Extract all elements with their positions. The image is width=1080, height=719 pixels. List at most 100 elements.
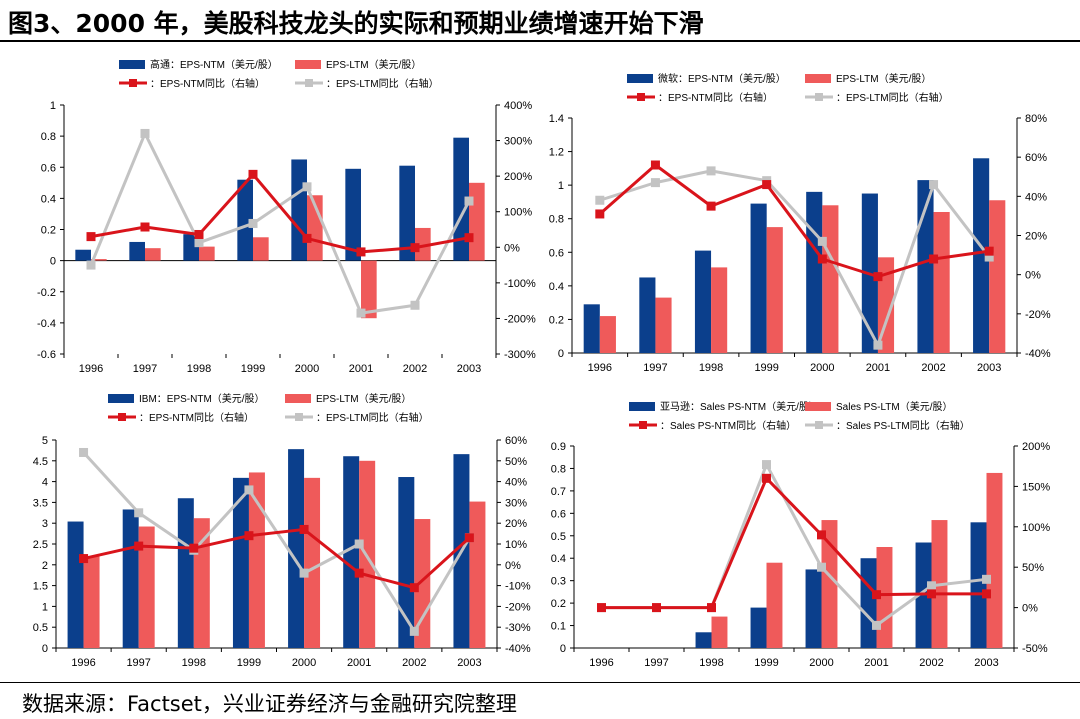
right-tick-label: 50% — [1022, 562, 1044, 574]
chart-panel-3: 0 0.5 1 1.5 2 2.5 3 3.5 4 4.5 5 -40% -30% -20% -10% 0% 1… — [33, 392, 531, 669]
x-tick-label: 1997 — [644, 657, 668, 669]
left-tick-label: 1 — [42, 601, 48, 613]
ltm-bar-1998 — [193, 518, 210, 648]
left-tick-label: 0 — [42, 643, 48, 655]
ntm-yoy-point-1997 — [650, 160, 660, 170]
right-tick-label: 200% — [504, 171, 532, 183]
ltm-yoy-point-1997 — [650, 178, 660, 188]
ntm-yoy-point-2003 — [984, 246, 994, 256]
x-tick-label: 2002 — [403, 363, 427, 375]
right-tick-label: -300% — [504, 349, 536, 361]
ltm-bar-1998 — [199, 246, 215, 261]
left-tick-label: 1 — [50, 100, 56, 112]
ltm-yoy-point-2003 — [984, 252, 994, 262]
x-tick-label: 1997 — [643, 362, 667, 374]
ntm-yoy-point-2000 — [817, 530, 826, 540]
x-tick-label: 1998 — [182, 657, 206, 669]
ntm-yoy-point-2003 — [464, 233, 474, 243]
ntm-yoy-point-1998 — [707, 603, 716, 613]
x-tick-label: 2002 — [402, 657, 426, 669]
right-tick-label: -40% — [1025, 348, 1051, 360]
ltm-bar-1997 — [655, 297, 672, 353]
ltm-bar-2002 — [933, 212, 950, 353]
title-rule — [0, 40, 1080, 42]
ltm-bar-2000 — [821, 520, 838, 648]
ntm-yoy-point-2001 — [356, 247, 366, 257]
ntm-yoy-point-2001 — [873, 272, 883, 282]
ntm-yoy-line — [598, 163, 990, 279]
right-tick-label: 40% — [505, 477, 527, 489]
ntm-yoy-point-1998 — [194, 229, 204, 239]
chart-panel-4: 0 0.1 0.2 0.3 0.4 0.5 0.6 0.7 0.8 0.9 -50% 0% 50% 100… — [551, 400, 1051, 669]
ltm-bar-2002 — [414, 519, 431, 648]
ltm-bar-2003 — [986, 472, 1003, 648]
legend-ltm-marker — [815, 421, 823, 429]
ntm-yoy-line — [601, 476, 987, 610]
ntm-bar-1997 — [639, 277, 656, 353]
x-tick-label: 2000 — [809, 657, 833, 669]
left-tick-label: 0 — [560, 643, 566, 655]
left-tick-label: 0.1 — [551, 621, 566, 633]
right-tick-label: 30% — [505, 497, 527, 509]
ntm-bar-2003 — [453, 137, 469, 261]
left-tick-label: 2 — [42, 560, 48, 572]
x-tick-label: 2003 — [977, 362, 1001, 374]
chart-panel-2: 0 0.2 0.4 0.6 0.8 1 1.2 1.4 -40% -20% 0% 20% 40% 60% 8… — [549, 72, 1051, 374]
ntm-yoy-point-1997 — [134, 541, 144, 551]
ntm-yoy-point-2002 — [410, 243, 420, 253]
right-tick-label: 0% — [505, 560, 521, 572]
legend-ltm-bar-label: Sales PS-LTM（美元/股） — [836, 400, 953, 413]
left-tick-label: 0.2 — [41, 225, 56, 237]
ntm-bar-1999 — [750, 203, 767, 353]
left-tick-label: 0.5 — [33, 622, 48, 634]
right-tick-label: 60% — [505, 435, 527, 447]
x-tick-label: 1998 — [187, 363, 211, 375]
x-tick-label: 1999 — [237, 657, 261, 669]
ltm-bar-1998 — [711, 267, 728, 353]
ltm-yoy-point-2001 — [873, 340, 883, 350]
x-tick-label: 1999 — [241, 363, 265, 375]
source-rule — [0, 682, 1080, 683]
x-tick-label: 1998 — [699, 657, 723, 669]
ntm-yoy-point-1999 — [248, 169, 258, 179]
chart-panel-1: -0.6 -0.4 -0.2 0 0.2 0.4 0.6 0.8 1 -300% -200% -100… — [37, 58, 536, 375]
left-tick-label: -0.2 — [37, 287, 56, 299]
left-tick-label: 0.2 — [551, 598, 566, 610]
ntm-bar-1996 — [75, 249, 91, 261]
left-tick-label: 1 — [558, 180, 564, 192]
left-tick-label: 1.2 — [549, 147, 564, 159]
legend-ltm-bar-label: EPS-LTM（美元/股） — [316, 392, 411, 405]
ltm-yoy-point-2002 — [929, 180, 939, 190]
left-tick-label: 0.4 — [41, 193, 56, 205]
left-tick-label: 3 — [42, 518, 48, 530]
right-tick-label: 40% — [1025, 191, 1047, 203]
legend-ntm-marker — [639, 421, 647, 429]
left-tick-label: 0.6 — [41, 162, 56, 174]
legend-ntm-bar-swatch — [119, 60, 145, 69]
ntm-bar-2002 — [398, 477, 415, 648]
x-tick-label: 2003 — [974, 657, 998, 669]
right-tick-label: -200% — [504, 313, 536, 325]
left-tick-label: 4.5 — [33, 456, 48, 468]
left-tick-label: 3.5 — [33, 497, 48, 509]
ltm-bar-2003 — [469, 182, 485, 261]
right-tick-label: -20% — [505, 601, 531, 613]
legend-ntm-marker — [118, 413, 126, 421]
x-tick-label: 1996 — [79, 363, 103, 375]
right-tick-label: 400% — [504, 100, 532, 112]
ntm-bar-2001 — [860, 558, 877, 648]
x-tick-label: 1999 — [754, 362, 778, 374]
ltm-bar-1997 — [138, 526, 155, 648]
left-tick-label: 0.9 — [551, 441, 566, 453]
ntm-bar-1996 — [67, 521, 84, 648]
ntm-bar-2003 — [970, 522, 987, 648]
right-tick-label: 300% — [504, 136, 532, 148]
ntm-bar-2000 — [805, 569, 822, 648]
ntm-bar-1997 — [122, 509, 139, 648]
ltm-yoy-point-2002 — [927, 581, 936, 591]
ltm-yoy-point-2002 — [410, 300, 420, 310]
ntm-yoy-point-1998 — [706, 201, 716, 211]
ltm-bar-2000 — [822, 205, 839, 353]
left-tick-label: 0.8 — [551, 463, 566, 475]
legend-ltm-bar-label: EPS-LTM（美元/股） — [326, 58, 421, 71]
